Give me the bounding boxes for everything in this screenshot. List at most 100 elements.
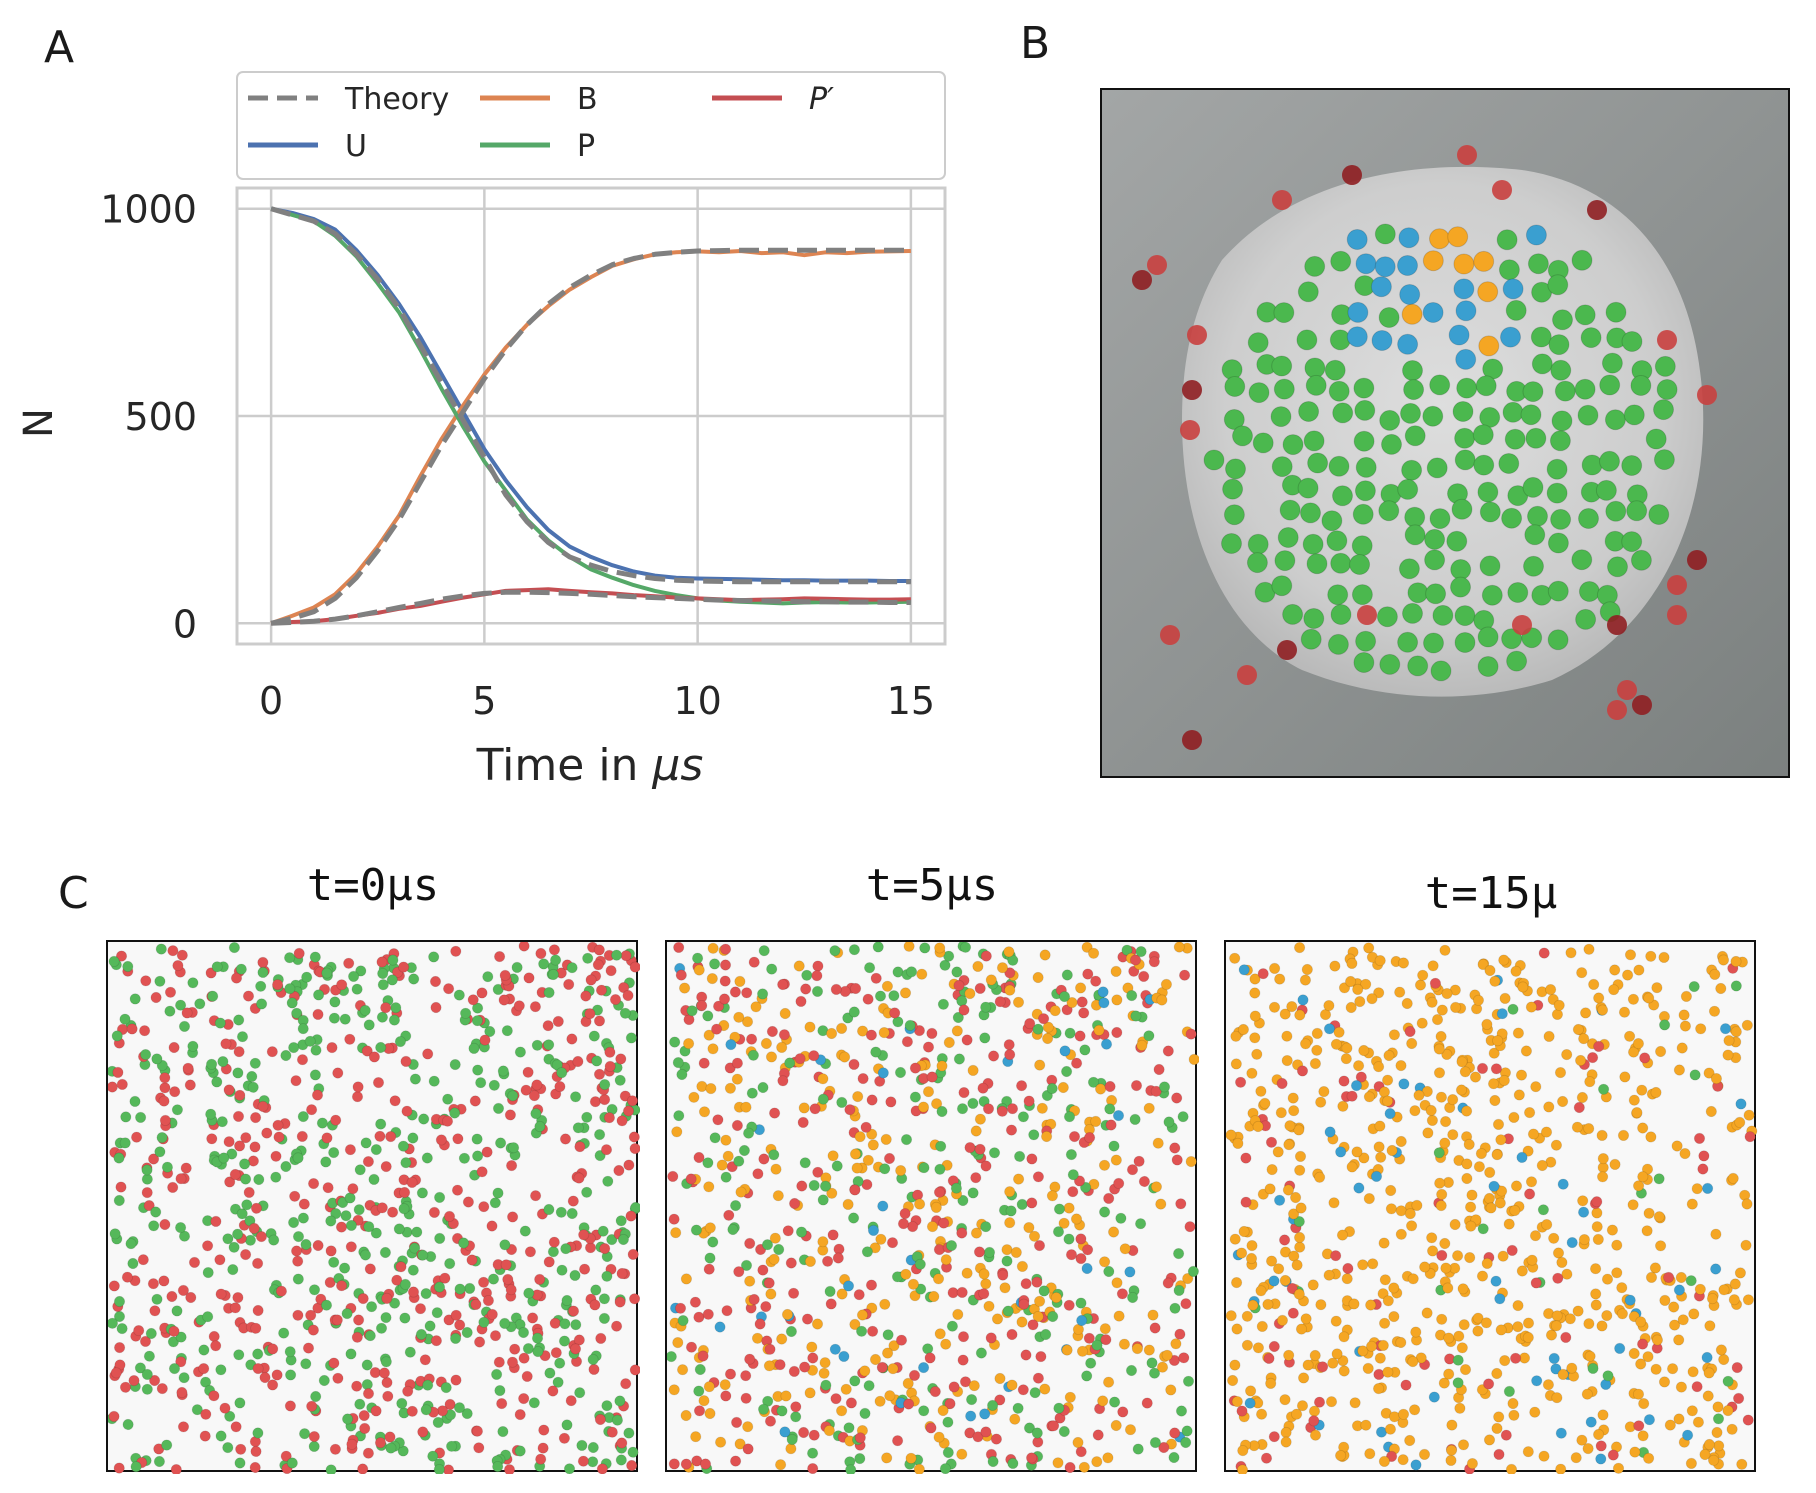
particle-green: [299, 1428, 311, 1440]
y-tick-label: 1000: [100, 188, 197, 232]
particle-blue: [877, 1067, 889, 1079]
particle-orange: [1609, 1158, 1621, 1170]
particle-orange: [1654, 1240, 1667, 1252]
particle-red: [758, 1153, 770, 1165]
particle-orange: [679, 982, 691, 994]
particle-orange: [1245, 1385, 1257, 1397]
particle-green: [417, 1249, 429, 1261]
particle-red: [1004, 1049, 1016, 1061]
particle-green: [614, 1395, 626, 1407]
membrane-particle: [1425, 583, 1447, 605]
particle-green: [218, 1152, 230, 1164]
particle-orange: [1710, 1228, 1722, 1240]
membrane-particle: [1271, 355, 1293, 377]
particle-green: [888, 990, 900, 1002]
particle-green: [375, 1041, 387, 1054]
particle-red: [972, 1431, 984, 1443]
membrane-particle: [1330, 552, 1352, 574]
membrane-particle: [1273, 378, 1295, 400]
particle-red: [1162, 1045, 1174, 1057]
particle-green: [1688, 980, 1700, 993]
membrane-particle: [1454, 449, 1476, 471]
particle-green: [534, 1120, 546, 1133]
particle-orange: [1294, 1231, 1306, 1244]
particle-red: [158, 1275, 170, 1287]
particle-green: [310, 1390, 322, 1403]
particle-orange: [1704, 1320, 1716, 1332]
particle-green: [547, 968, 559, 981]
particle-orange: [1336, 1229, 1349, 1241]
particle-blue: [1323, 1023, 1336, 1035]
particle-orange: [1508, 1111, 1520, 1123]
particle-orange: [1543, 1030, 1555, 1043]
particle-orange: [706, 972, 718, 985]
particle-red: [168, 1041, 180, 1054]
particle-green: [554, 1357, 566, 1369]
particle-green: [141, 1383, 153, 1395]
particle-orange: [1512, 1299, 1524, 1312]
particle-blue: [1428, 1391, 1440, 1403]
particle-red: [702, 1308, 714, 1320]
particle-orange: [1382, 1095, 1394, 1107]
particle-red: [788, 1365, 800, 1377]
particle-red: [1175, 1198, 1187, 1210]
particle-green: [214, 1017, 226, 1029]
particle-red: [822, 1255, 834, 1267]
membrane-particle: [1422, 302, 1444, 323]
particle-red: [1530, 1277, 1542, 1289]
particle-blue: [842, 1280, 855, 1292]
particle-orange: [1373, 1061, 1385, 1073]
membrane-particle: [1300, 502, 1321, 524]
particle-green: [588, 1030, 600, 1042]
particle-red: [249, 1141, 261, 1153]
particle-red: [257, 956, 269, 968]
particle-orange: [703, 1029, 715, 1041]
particle-orange: [1722, 1049, 1734, 1061]
membrane-particle: [1224, 376, 1246, 397]
free-particle: [1342, 165, 1362, 185]
particle-red: [469, 1095, 481, 1107]
particle-orange: [1741, 1019, 1753, 1031]
particle-red: [1523, 1188, 1536, 1200]
particle-green: [914, 1258, 926, 1270]
particle-orange: [1483, 1192, 1495, 1205]
particle-orange: [806, 1341, 818, 1353]
particle-green: [139, 1049, 152, 1061]
particle-red: [953, 979, 965, 992]
particle-red: [731, 1057, 744, 1069]
particle-red: [1607, 1449, 1619, 1461]
particle-orange: [1457, 1439, 1470, 1451]
particle-green: [566, 1207, 578, 1220]
particle-orange: [1538, 1450, 1550, 1462]
particle-green: [492, 1460, 504, 1473]
particle-orange: [1042, 1021, 1054, 1033]
particle-red: [1065, 1249, 1078, 1261]
particle-orange: [862, 1154, 874, 1166]
particle-red: [381, 1292, 393, 1304]
particle-orange: [1280, 1426, 1292, 1439]
membrane-particle: [1581, 454, 1603, 476]
particle-red: [489, 1330, 502, 1342]
particle-orange: [1583, 943, 1595, 955]
membrane-particle: [1247, 533, 1269, 555]
particle-green: [727, 1223, 739, 1236]
particle-orange: [1465, 1201, 1477, 1213]
particle-red: [164, 986, 177, 998]
particle-green: [623, 1427, 635, 1439]
particle-red: [108, 1410, 120, 1422]
particle-red: [169, 1086, 181, 1098]
particle-orange: [1499, 992, 1511, 1005]
particle-red: [866, 1094, 878, 1106]
membrane-particle: [1330, 604, 1352, 625]
particle-orange: [980, 1278, 992, 1290]
particle-blue: [1297, 994, 1309, 1006]
particle-orange: [707, 942, 719, 954]
particle-red: [210, 1215, 222, 1227]
particle-red: [566, 1033, 578, 1045]
particle-orange: [1611, 1267, 1623, 1279]
particle-orange: [817, 1236, 829, 1248]
particle-orange: [1411, 1199, 1423, 1211]
particle-orange: [1382, 1366, 1394, 1378]
particle-orange: [1246, 1239, 1258, 1252]
particle-red: [331, 1314, 343, 1326]
